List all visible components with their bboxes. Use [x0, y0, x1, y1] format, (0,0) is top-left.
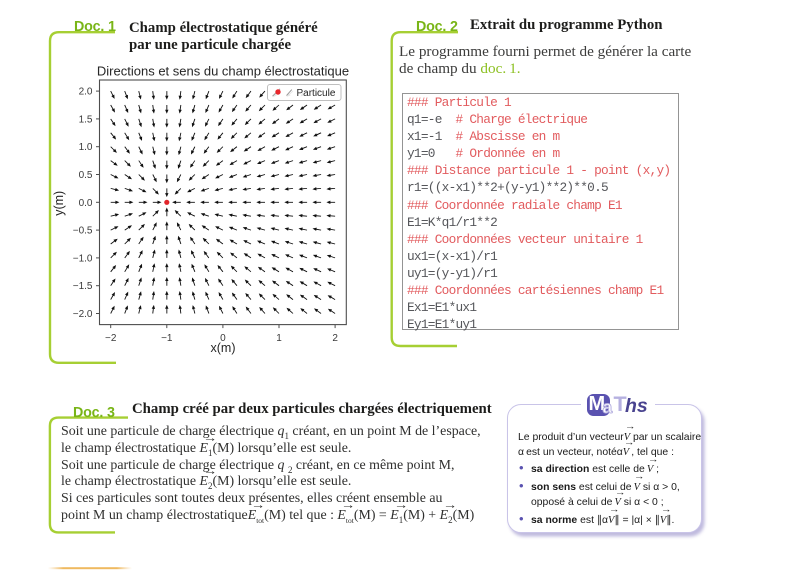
svg-text:Directions et sens du champ él: Directions et sens du champ électrostati…: [97, 64, 349, 79]
svg-text:2.0: 2.0: [79, 87, 93, 98]
svg-text:y(m): y(m): [52, 191, 66, 216]
svg-text:−1.5: −1.5: [73, 281, 93, 292]
svg-text:1: 1: [276, 333, 282, 344]
svg-text:0: 0: [220, 333, 226, 344]
svg-text:−2: −2: [105, 333, 117, 344]
svg-text:2: 2: [332, 333, 338, 344]
svg-text:−1: −1: [161, 333, 173, 344]
svg-text:1.0: 1.0: [79, 142, 93, 153]
svg-text:1.5: 1.5: [79, 114, 93, 125]
svg-text:−0.5: −0.5: [73, 226, 93, 237]
svg-text:Particule: Particule: [297, 88, 336, 99]
svg-text:0.0: 0.0: [79, 198, 93, 209]
svg-text:0.5: 0.5: [79, 170, 93, 181]
svg-text:−2.0: −2.0: [73, 309, 93, 320]
svg-text:x(m): x(m): [211, 341, 236, 355]
svg-text:−1.0: −1.0: [73, 253, 93, 264]
